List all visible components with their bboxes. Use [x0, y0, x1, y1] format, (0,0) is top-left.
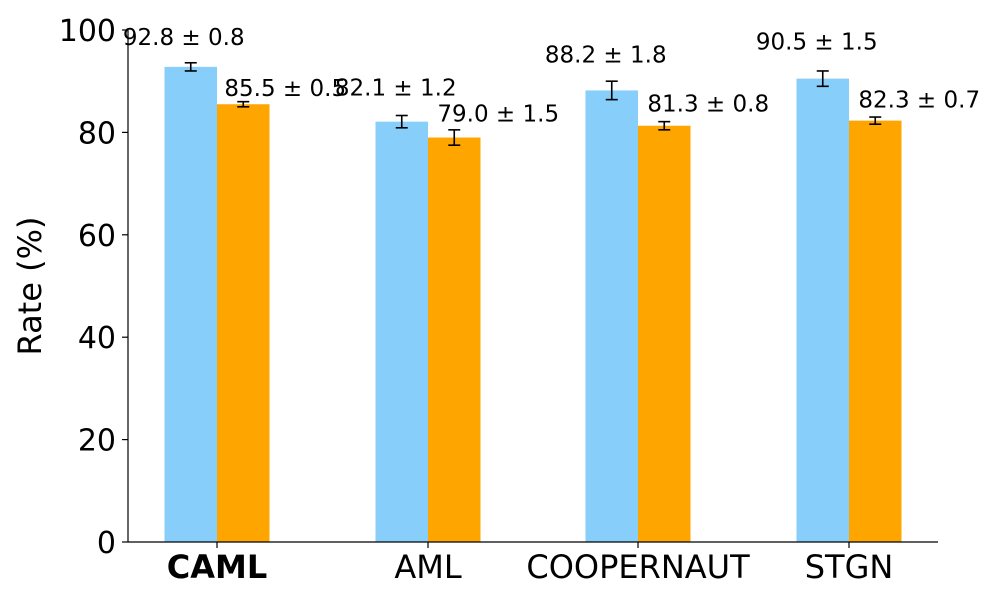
error-bar-caml-series-1 [184, 61, 197, 72]
data-label-caml-series-1: 92.8 ± 0.8 [123, 25, 245, 51]
bar-aml-series-1 [375, 121, 428, 542]
data-label-stgn-series-2: 82.3 ± 0.7 [858, 88, 980, 114]
data-label-coopernaut-series-2: 81.3 ± 0.8 [647, 92, 769, 118]
data-label-aml-series-1: 82.1 ± 1.2 [335, 76, 457, 102]
bars-layer [164, 66, 902, 543]
x-tick-label-coopernaut: COOPERNAUT [526, 548, 750, 586]
error-bar-coopernaut-series-1 [605, 80, 618, 101]
error-bars-layer [184, 61, 882, 146]
x-tick-label-caml: CAML [167, 548, 267, 586]
bar-stgn-series-2 [849, 120, 902, 543]
bar-aml-series-2 [428, 137, 481, 542]
error-bar-caml-series-2 [237, 100, 250, 108]
data-label-stgn-series-1: 90.5 ± 1.5 [756, 30, 878, 56]
data-labels-layer: 92.8 ± 0.8 82.1 ± 1.2 88.2 ± 1.8 90.5 ± 1.5… [123, 25, 980, 128]
data-label-caml-series-2: 85.5 ± 0.5 [224, 76, 346, 102]
bar-coopernaut-series-1 [585, 90, 638, 542]
error-bar-stgn-series-2 [869, 116, 882, 126]
error-bar-aml-series-1 [395, 114, 408, 129]
error-bar-aml-series-2 [448, 129, 461, 146]
y-axis-title: Rate (%) [11, 217, 49, 356]
axes-layer: 0 20 40 60 80 100 CAML AML COOPERNAUT STGN [59, 14, 938, 586]
x-tick-label-aml: AML [394, 548, 462, 586]
data-label-aml-series-2: 79.0 ± 1.5 [437, 102, 559, 128]
bar-caml-series-1 [164, 66, 217, 542]
bar-coopernaut-series-2 [638, 125, 691, 542]
y-tick-label-40: 40 [78, 321, 116, 356]
y-tick-label-100: 100 [59, 14, 116, 49]
y-tick-label-80: 80 [78, 116, 116, 151]
y-tick-label-20: 20 [78, 424, 116, 459]
y-tick-label-60: 60 [78, 219, 116, 254]
data-label-coopernaut-series-1: 88.2 ± 1.8 [545, 42, 667, 68]
bar-stgn-series-1 [796, 78, 849, 542]
x-tick-label-stgn: STGN [805, 548, 894, 586]
error-bar-coopernaut-series-2 [658, 120, 671, 131]
bar-caml-series-2 [217, 104, 270, 543]
y-tick-label-0: 0 [97, 526, 116, 561]
error-bar-stgn-series-1 [816, 70, 829, 88]
